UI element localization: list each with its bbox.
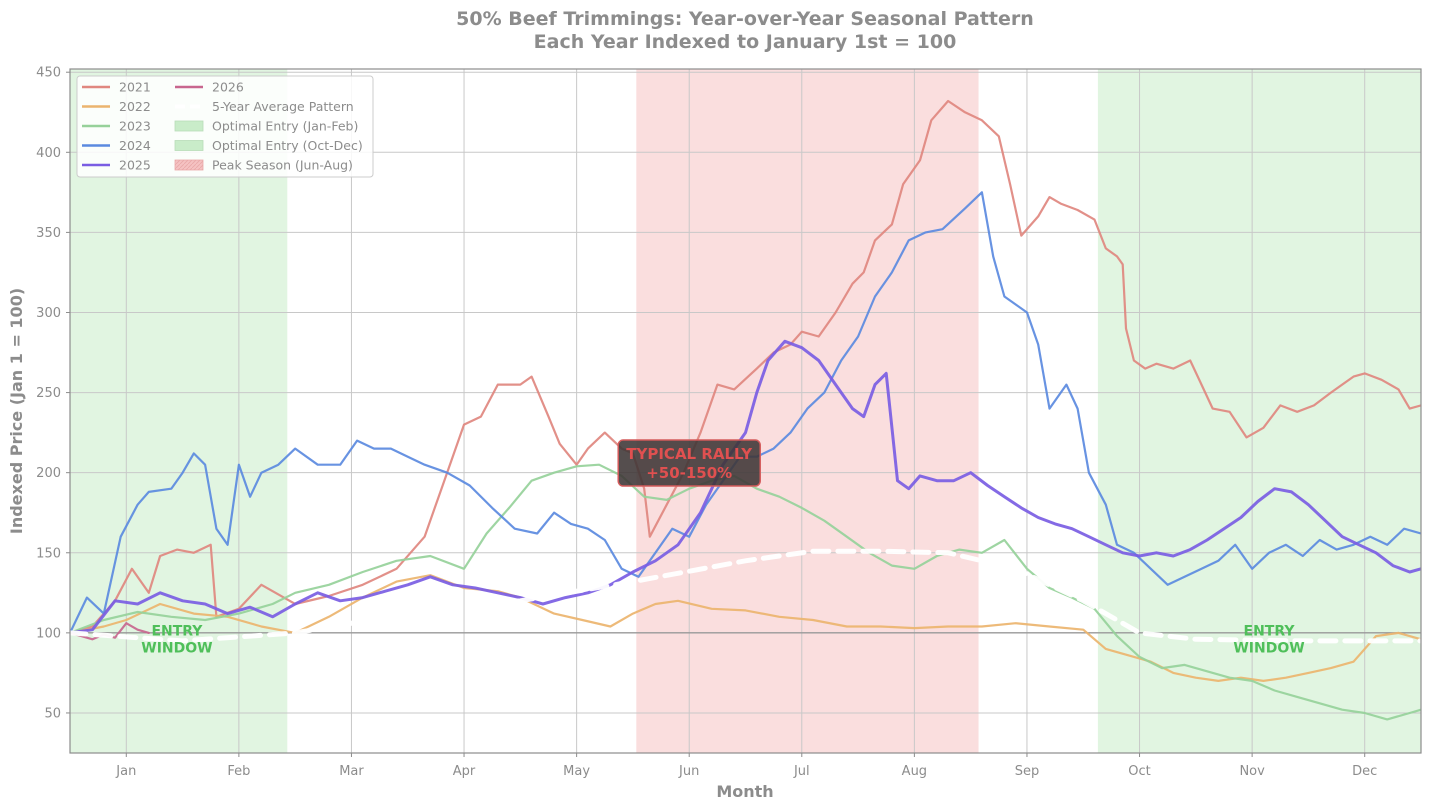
y-tick-label-250: 250	[36, 386, 61, 401]
series-line-2021	[70, 99, 1421, 634]
annotations: TYPICAL RALLY+50-150%ENTRYWINDOWENTRYWIN…	[141, 439, 1305, 656]
y-tick-label-300: 300	[36, 306, 61, 321]
x-tick-label-nov: Nov	[1239, 764, 1265, 779]
chart-title: 50% Beef Trimmings: Year-over-Year Seaso…	[456, 8, 1034, 30]
average-layer	[70, 548, 1421, 644]
legend-box	[76, 75, 374, 178]
x-tick-label-jul: Jul	[793, 764, 810, 779]
y-tick-label-450: 450	[36, 66, 61, 81]
x-tick-label-oct: Oct	[1128, 764, 1150, 779]
legend-5-year-average-pattern-label: 5-Year Average Pattern	[212, 99, 354, 114]
legend-2021-label: 2021	[119, 80, 151, 95]
series-layer	[70, 99, 1421, 721]
y-tick-label-400: 400	[36, 146, 61, 161]
legend-2023-label: 2023	[119, 119, 151, 134]
entry-left-annotation-line-1: ENTRY	[151, 623, 203, 639]
y-tick-label-50: 50	[44, 706, 61, 721]
y-tick-label-100: 100	[36, 626, 61, 641]
legend-optimal-entry-jan-feb-label: Optimal Entry (Jan-Feb)	[212, 119, 358, 134]
entry-right-annotation-line-2: WINDOW	[1233, 640, 1304, 656]
plot-frame	[69, 68, 1422, 754]
legend-2026-label: 2026	[212, 80, 244, 95]
legend-optimal-entry-oct-dec-swatch	[174, 140, 204, 151]
series-line-2023	[70, 463, 1421, 721]
series-line-2025	[70, 339, 1421, 635]
legend-2025-label: 2025	[119, 158, 151, 173]
rally-annotation-line-1: TYPICAL RALLY	[626, 445, 753, 463]
x-tick-label-aug: Aug	[902, 764, 927, 779]
legend-2024-label: 2024	[119, 138, 151, 153]
y-tick-label-150: 150	[36, 546, 61, 561]
chart-subtitle: Each Year Indexed to January 1st = 100	[534, 31, 957, 53]
y-tick-label-350: 350	[36, 226, 61, 241]
x-axis-label: Month	[716, 782, 773, 801]
x-tick-label-jun: Jun	[678, 764, 699, 779]
y-axis-ticks: 50 100 150 200 250 300 350 400 450	[36, 66, 70, 721]
legend-peak-season-jun-aug-swatch	[174, 159, 204, 171]
x-axis-ticks: Jan Feb Mar Apr May Jun Jul Aug Sep Oct Nov Dec	[115, 753, 1377, 779]
x-tick-label-sep: Sep	[1015, 764, 1040, 779]
series-line-2022	[70, 574, 1421, 682]
rally-annotation-line-2: +50-150%	[646, 464, 732, 482]
region-peak-season-jun-aug	[636, 69, 979, 753]
legend-peak-season-jun-aug-label: Peak Season (Jun-Aug)	[212, 158, 353, 173]
rally-annotation-box	[617, 439, 761, 487]
x-tick-label-mar: Mar	[339, 764, 364, 779]
legend-optimal-entry-jan-feb-swatch	[174, 120, 204, 132]
x-tick-label-apr: Apr	[453, 764, 476, 779]
legend-2022-label: 2022	[119, 99, 151, 114]
y-tick-label-200: 200	[36, 466, 61, 481]
x-tick-label-feb: Feb	[227, 764, 250, 779]
shaded-regions	[70, 69, 1421, 753]
entry-right-annotation-line-1: ENTRY	[1244, 623, 1296, 639]
legend-optimal-entry-oct-dec-label: Optimal Entry (Oct-Dec)	[212, 138, 363, 153]
series-line-2024	[70, 191, 1421, 634]
entry-left-annotation-line-2: WINDOW	[141, 640, 212, 656]
x-tick-label-dec: Dec	[1352, 764, 1377, 779]
x-tick-label-jan: Jan	[115, 764, 136, 779]
y-axis-label: Indexed Price (Jan 1 = 100)	[7, 288, 26, 534]
legend: 2021 2022 2023 2024 2025 2026 5-Year Average P…	[76, 75, 374, 178]
average-pattern-line	[70, 548, 1421, 644]
x-tick-label-may: May	[563, 764, 590, 779]
